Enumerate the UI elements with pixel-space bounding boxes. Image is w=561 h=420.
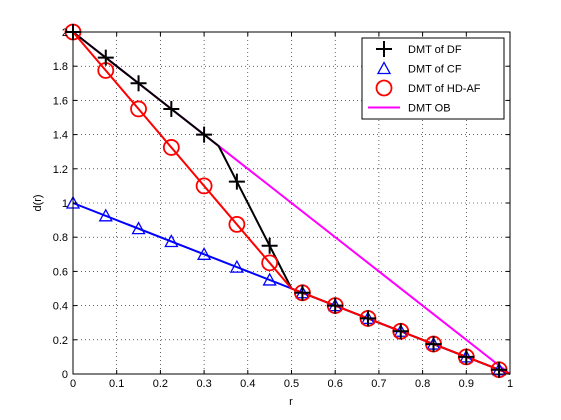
plus-marker bbox=[163, 100, 180, 117]
triangle-marker bbox=[229, 259, 244, 273]
y-tick-label: 1.4 bbox=[53, 130, 68, 142]
x-tick-label: 0.8 bbox=[415, 378, 430, 390]
legend-label: DMT of DF bbox=[408, 44, 462, 56]
plus-marker bbox=[228, 173, 245, 190]
y-axis-label: d(r) bbox=[32, 194, 44, 211]
plus-marker bbox=[294, 284, 311, 301]
grid bbox=[73, 32, 510, 374]
x-tick-label: 0.4 bbox=[240, 378, 255, 390]
legend-entry: DMT OB bbox=[368, 103, 451, 115]
y-tick-label: 0.2 bbox=[53, 335, 68, 347]
circle-marker bbox=[375, 79, 393, 97]
y-tick-label: 1.8 bbox=[53, 61, 68, 73]
x-tick-label: 0.7 bbox=[371, 378, 386, 390]
plus-marker bbox=[261, 237, 278, 254]
triangle-marker bbox=[262, 272, 277, 286]
plus-marker bbox=[491, 361, 508, 378]
plus-marker bbox=[458, 348, 475, 365]
triangle-marker bbox=[197, 246, 212, 260]
y-tick-label: 0.6 bbox=[53, 266, 68, 278]
legend-label: DMT of HD-AF bbox=[408, 83, 481, 95]
y-tick-label: 0.8 bbox=[53, 232, 68, 244]
y-tick-label: 0.4 bbox=[53, 301, 68, 313]
triangle-marker bbox=[131, 221, 146, 235]
legend-entry: DMT of CF bbox=[376, 61, 462, 76]
plus-marker bbox=[327, 297, 344, 314]
triangle-marker bbox=[376, 61, 392, 75]
axis-ticks: 0 0.1 0.2 0.3 0.4 0.5 0.6 0.7 0.8 0.9 1 0 0.2 0.4 0.6 0… bbox=[53, 27, 513, 390]
circle-marker bbox=[130, 100, 147, 118]
series-markers bbox=[64, 23, 508, 379]
legend-label: DMT of CF bbox=[408, 64, 462, 76]
series-markers-1 bbox=[65, 24, 508, 378]
legend-entry: DMT of DF bbox=[376, 41, 462, 57]
y-tick-label: 2 bbox=[62, 27, 68, 39]
x-tick-label: 0.3 bbox=[196, 378, 211, 390]
plus-marker bbox=[97, 49, 114, 66]
x-tick-label: 1 bbox=[507, 378, 513, 390]
x-tick-label: 0.6 bbox=[328, 378, 343, 390]
plus-marker bbox=[196, 126, 213, 143]
x-tick-label: 0.1 bbox=[109, 378, 124, 390]
plus-marker bbox=[425, 336, 442, 353]
y-tick-label: 1.2 bbox=[53, 164, 68, 176]
legend-box bbox=[361, 37, 505, 120]
x-tick-label: 0.2 bbox=[153, 378, 168, 390]
triangle-marker bbox=[98, 208, 113, 222]
y-tick-label: 1.6 bbox=[53, 95, 68, 107]
triangle-marker bbox=[164, 234, 179, 248]
plus-marker bbox=[376, 41, 392, 57]
circle-marker bbox=[228, 215, 246, 233]
plus-marker bbox=[392, 323, 409, 340]
y-tick-label: 1 bbox=[62, 198, 68, 210]
x-axis-label: r bbox=[289, 396, 293, 408]
circle-marker bbox=[261, 254, 279, 272]
plus-marker bbox=[130, 75, 147, 92]
x-tick-label: 0.5 bbox=[284, 378, 299, 390]
legend-entry: DMT of HD-AF bbox=[375, 79, 481, 97]
legend-label: DMT OB bbox=[408, 103, 451, 115]
circle-marker bbox=[195, 177, 213, 195]
x-tick-label: 0 bbox=[70, 378, 76, 390]
plus-marker bbox=[359, 310, 376, 327]
legend: DMT of DF DMT of CF DMT of HD-AF DMT OB bbox=[361, 37, 505, 120]
x-tick-label: 0.9 bbox=[459, 378, 474, 390]
y-tick-label: 0 bbox=[62, 369, 68, 381]
circle-marker bbox=[162, 139, 180, 156]
